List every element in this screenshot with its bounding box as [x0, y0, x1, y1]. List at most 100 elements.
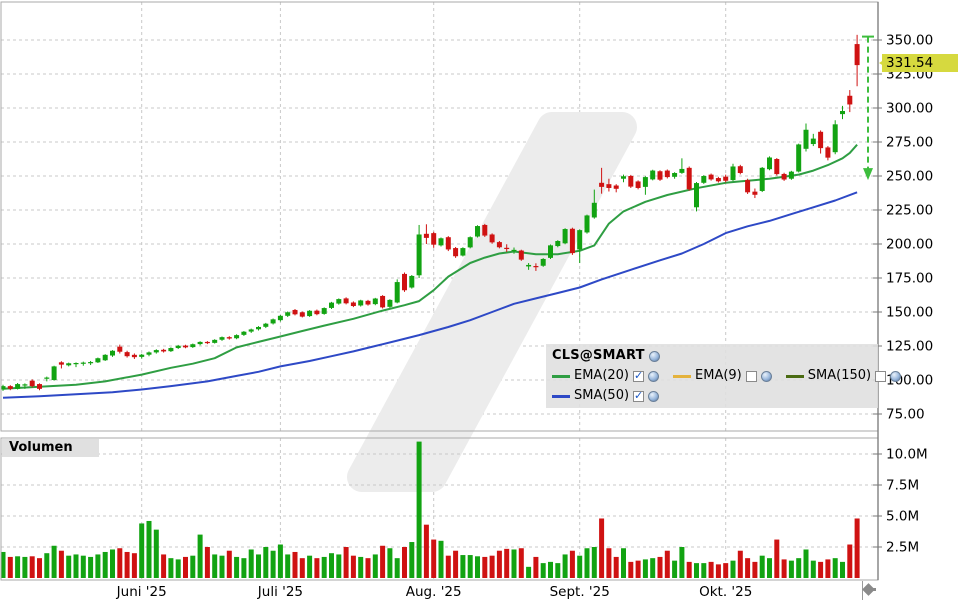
legend-row-2: SMA(50) [552, 386, 872, 406]
candle-body [621, 176, 626, 179]
volume-bar [241, 558, 247, 578]
candle-body [701, 176, 707, 183]
candle-body [423, 233, 429, 238]
candle-body [657, 171, 663, 180]
volume-bar [708, 561, 714, 578]
candle-body [139, 354, 145, 357]
candle-body [445, 237, 451, 250]
volume-bar [95, 554, 101, 578]
candle-body [102, 354, 108, 361]
candle-body [256, 326, 261, 330]
ema20-checkbox[interactable] [633, 366, 645, 386]
volume-bar [66, 555, 72, 578]
ema20-line [2, 144, 858, 390]
candle-body [292, 309, 298, 315]
volume-bar [445, 555, 451, 578]
volume-bar [175, 559, 181, 578]
volume-bar [591, 547, 597, 578]
candle-body [810, 138, 816, 145]
ema9-label: EMA(9) [695, 368, 742, 383]
globe-icon[interactable] [760, 370, 772, 382]
volume-bar [423, 524, 429, 578]
globe-icon[interactable] [648, 390, 660, 402]
candle-body [664, 170, 670, 178]
volume-bar [540, 563, 546, 578]
volume-bar [212, 554, 218, 578]
sma50-swatch [552, 394, 570, 398]
candle-body [95, 358, 101, 363]
candle-body [387, 299, 393, 307]
scroll-handle-icon[interactable] [871, 588, 876, 591]
candle-body [321, 308, 327, 314]
volume-bar [737, 550, 743, 578]
candle-body [504, 247, 510, 250]
candle-body [650, 170, 656, 180]
candle-body [110, 350, 115, 356]
volume-bar [168, 558, 174, 578]
candle-body [409, 275, 415, 288]
candle-body [555, 241, 561, 247]
price-axis-label: 150.00 [886, 305, 933, 321]
candle-body [679, 168, 685, 173]
candle-body [146, 352, 152, 355]
candle-body [88, 362, 94, 364]
volume-bar [767, 558, 772, 578]
volume-bar [745, 558, 751, 578]
volume-bar [343, 547, 349, 578]
volume-bar [555, 563, 561, 578]
volume-bar [321, 556, 327, 578]
price-axis-label: 250.00 [886, 169, 933, 185]
legend-title-row: CLS@SMART [552, 346, 872, 366]
candle-body [788, 171, 794, 179]
volume-bar [752, 561, 758, 578]
candle-body [358, 300, 364, 306]
candle-body [548, 245, 553, 258]
candle-body [153, 350, 159, 353]
volume-bar [701, 563, 707, 578]
volume-bar [51, 545, 57, 578]
candle-body [613, 185, 619, 189]
volume-bar [204, 547, 210, 578]
candle-body [599, 182, 605, 187]
candle-body [161, 349, 167, 352]
volume-bar [358, 556, 364, 578]
volume-bar [810, 560, 816, 578]
volume-bar [686, 561, 692, 578]
volume-bar [58, 550, 64, 578]
sma150-checkbox[interactable] [875, 370, 887, 382]
candle-body [329, 302, 334, 308]
candle-body [460, 248, 466, 256]
volume-bar [635, 560, 641, 578]
candle-body [277, 315, 283, 321]
globe-icon[interactable] [648, 350, 660, 362]
volume-bar [263, 547, 269, 578]
sma50-checkbox[interactable] [633, 386, 645, 406]
candle-body [759, 167, 765, 191]
candle-body [723, 176, 729, 181]
volume-bar [672, 560, 678, 578]
volume-bar [387, 548, 393, 578]
candle-body [628, 176, 634, 187]
candle-body [832, 124, 838, 153]
symbol-label: CLS@SMART [552, 348, 645, 363]
volume-bar [110, 549, 115, 578]
candle-body [431, 233, 437, 245]
volume-bar [394, 558, 400, 578]
sma150-label: SMA(150) [807, 368, 872, 383]
candle-body [73, 363, 79, 365]
volume-bar [416, 441, 422, 578]
globe-icon[interactable] [648, 370, 660, 382]
volume-bar [234, 556, 240, 578]
volume-bar [679, 547, 685, 578]
candle-body [197, 341, 203, 345]
volume-bar [153, 529, 159, 578]
volume-bar [453, 550, 459, 578]
candle-body [314, 310, 320, 315]
ema9-checkbox[interactable] [745, 370, 757, 382]
candle-body [117, 346, 123, 352]
globe-icon[interactable] [890, 370, 902, 382]
watermark-logo [347, 112, 637, 492]
candle-body [51, 366, 57, 380]
candle-body [569, 228, 575, 254]
